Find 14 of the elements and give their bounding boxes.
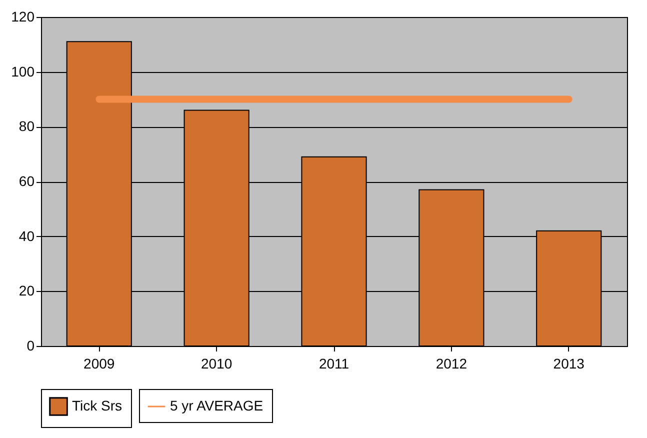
x-tick-label: 2009 <box>84 356 115 372</box>
y-tick-label: 40 <box>18 228 35 244</box>
legend-label: 5 yr AVERAGE <box>170 398 264 414</box>
x-tick-label: 2011 <box>318 356 350 372</box>
y-tick-label: 100 <box>11 63 35 80</box>
y-tick-label: 120 <box>11 8 35 24</box>
y-tick-label: 20 <box>18 282 35 299</box>
y-tick-label: 60 <box>18 173 35 189</box>
x-tick-label: 2013 <box>553 356 585 372</box>
legend-label: Tick Srs <box>72 398 122 414</box>
x-tick-label: 2012 <box>436 356 468 372</box>
y-tick-label: 0 <box>26 338 35 354</box>
x-tick-label: 2010 <box>200 356 232 372</box>
y-tick-label: 80 <box>18 118 35 134</box>
